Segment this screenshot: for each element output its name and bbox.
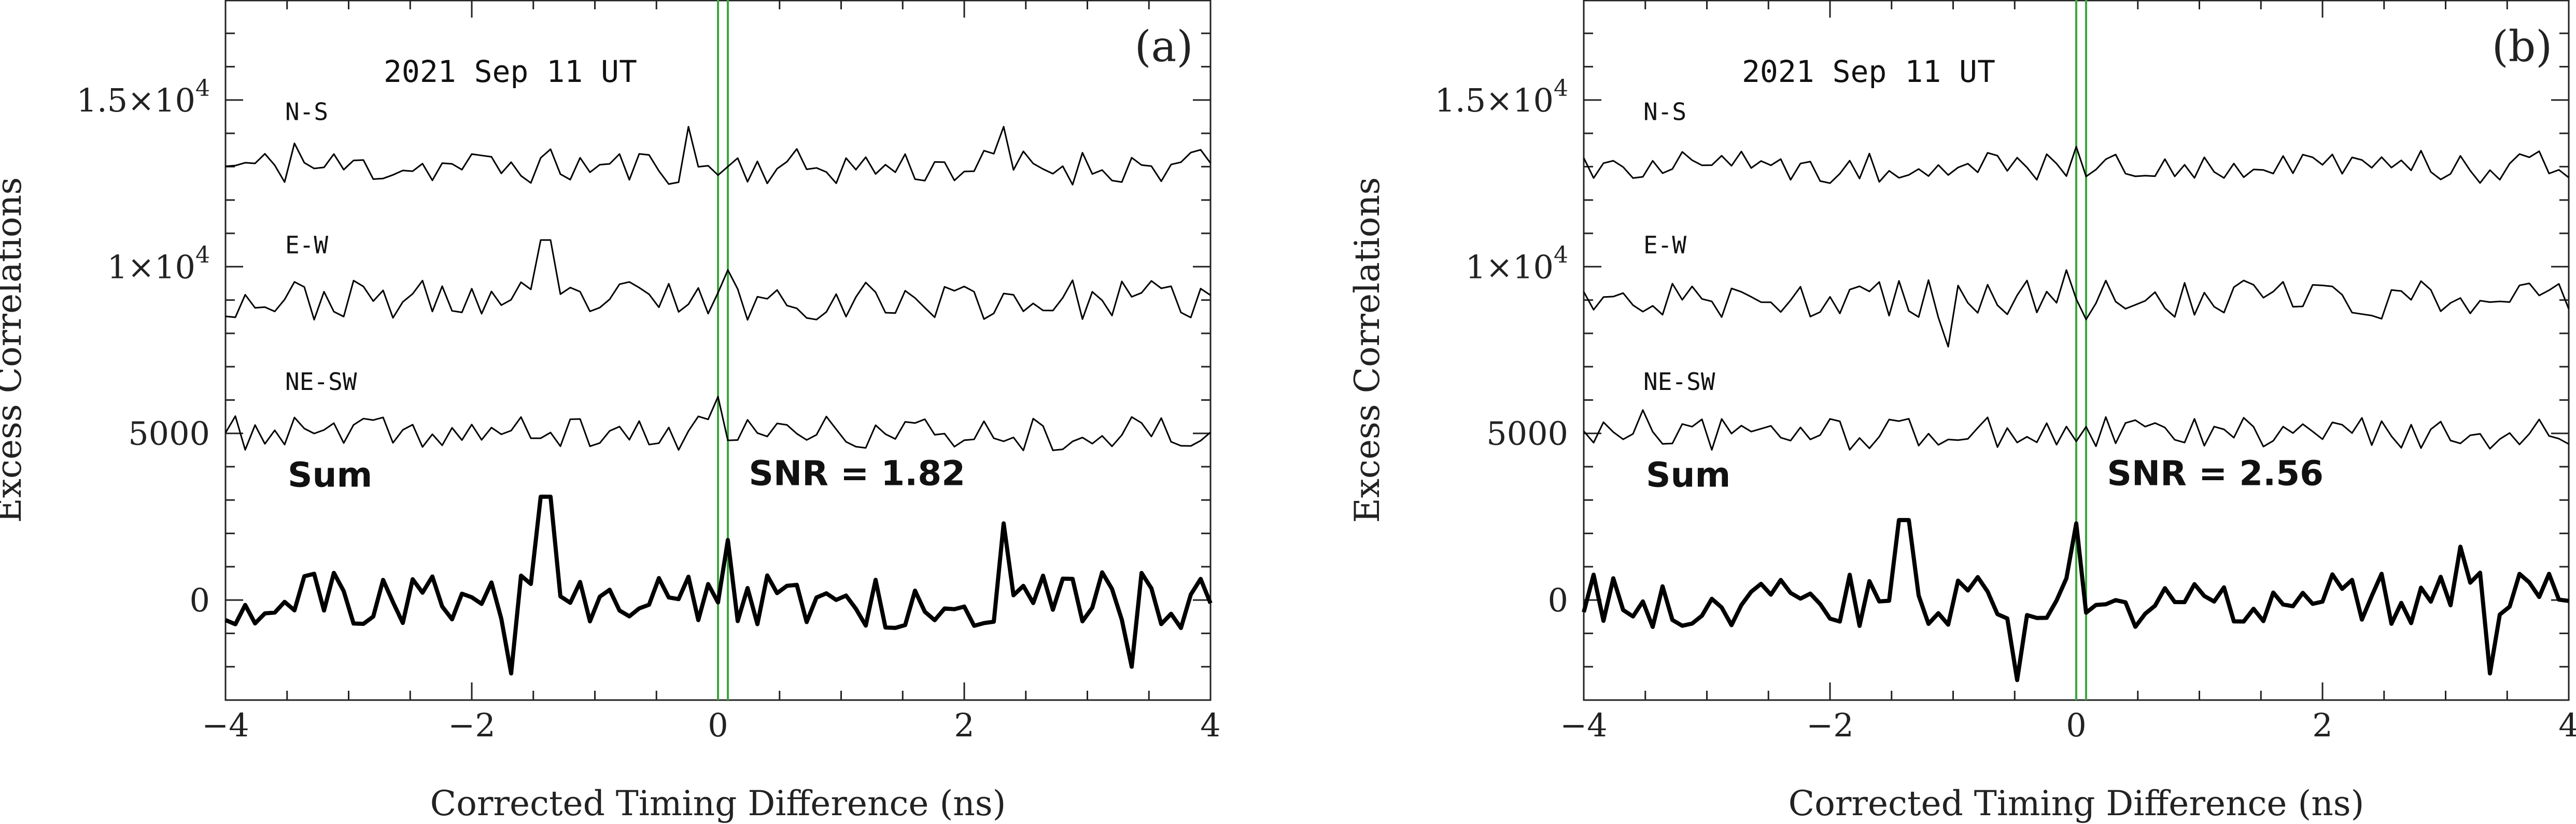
date-label: 2021 Sep 11 UT (384, 54, 637, 89)
x-tick-label: 4 (2558, 706, 2576, 744)
x-tick-label: −2 (448, 706, 495, 744)
series-label: NE-SW (1643, 368, 1715, 396)
x-tick-label: −4 (1560, 706, 1607, 744)
x-tick-label: 2 (954, 706, 974, 744)
series-label: E-W (285, 231, 328, 259)
x-tick-label: 4 (1200, 706, 1220, 744)
panel-label: (a) (1135, 22, 1193, 72)
x-tick-label: 2 (2312, 706, 2332, 744)
panel-b: −4 −2 0 2 4 0 5000 1×104 1.5×104 Corrected Timing… (1347, 0, 2576, 823)
series-line-e-w (1583, 269, 2570, 348)
y-axis-label: Excess Correlations (1347, 177, 1387, 523)
series-label: N-S (285, 97, 328, 125)
series-line-sum (1582, 518, 2569, 682)
x-tick-label: 0 (708, 706, 728, 744)
panel-a: −4 −2 0 2 4 0 5000 1×104 1.5×104 Corrected Timing… (0, 0, 1221, 823)
series-line-e-w (225, 239, 1211, 321)
series-line-n-s (1583, 146, 2569, 184)
series-line-ne-sw (224, 396, 1211, 452)
series-label: NE-SW (285, 368, 357, 396)
series-label: N-S (1643, 97, 1686, 125)
panel-label: (b) (2492, 22, 2552, 72)
x-tick-label: −2 (1806, 706, 1853, 744)
series-line-n-s (225, 125, 1212, 186)
x-axis-label: Corrected Timing Difference (ns) (1789, 784, 2364, 823)
x-tick-label: 0 (2066, 706, 2086, 744)
y-tick-label: 0 (1548, 581, 1568, 619)
x-tick-label: −4 (202, 706, 249, 744)
date-label: 2021 Sep 11 UT (1742, 54, 1995, 89)
series-label: Sum (1646, 455, 1730, 495)
y-tick-label: 1×104 (107, 242, 210, 286)
y-tick-label: 5000 (1486, 415, 1568, 453)
series-line-ne-sw (1583, 409, 2569, 451)
y-tick-label: 1.5×104 (1435, 75, 1568, 119)
series-line-sum (224, 494, 1213, 676)
series-label: E-W (1643, 231, 1686, 259)
x-axis-label: Corrected Timing Difference (ns) (430, 784, 1006, 823)
y-tick-label: 1.5×104 (77, 75, 210, 119)
y-tick-label: 5000 (128, 415, 210, 453)
series-label: Sum (288, 455, 372, 495)
y-tick-label: 0 (190, 581, 210, 619)
y-axis-label: Excess Correlations (0, 177, 29, 523)
snr-label: SNR = 1.82 (749, 453, 965, 493)
snr-label: SNR = 2.56 (2107, 453, 2324, 493)
y-tick-label: 1×104 (1466, 242, 1568, 286)
